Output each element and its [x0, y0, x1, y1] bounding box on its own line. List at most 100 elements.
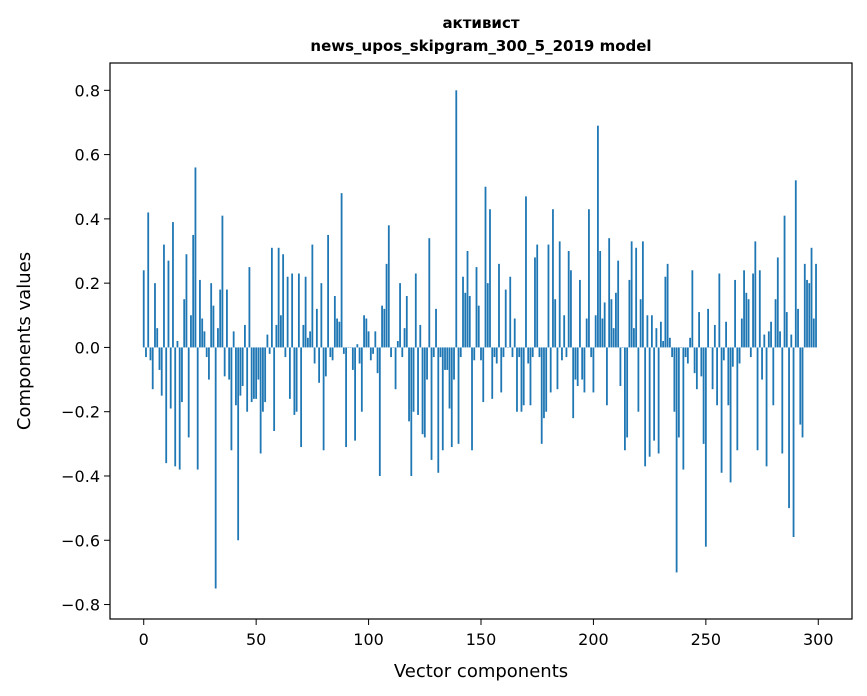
bar	[495, 347, 498, 364]
bar	[354, 347, 356, 441]
bar	[147, 212, 150, 348]
bar	[342, 347, 345, 354]
bar	[214, 347, 217, 589]
bar	[504, 289, 507, 348]
bar	[520, 347, 523, 412]
bar	[464, 292, 467, 348]
bar	[790, 334, 793, 348]
bar	[322, 347, 325, 451]
bar	[540, 347, 543, 444]
bar	[163, 244, 165, 348]
bar	[477, 305, 480, 348]
bar	[340, 193, 343, 348]
bar	[718, 273, 721, 348]
bar	[176, 341, 179, 348]
bar	[682, 347, 685, 470]
bar	[358, 347, 361, 364]
bar	[378, 347, 381, 476]
bar	[304, 276, 307, 348]
bar	[244, 324, 246, 348]
x-tick-label: 150	[466, 630, 497, 649]
bar	[266, 334, 269, 348]
bar	[338, 321, 341, 348]
bar	[336, 318, 338, 348]
bar	[808, 283, 811, 348]
bar	[588, 209, 590, 348]
bar	[149, 347, 152, 361]
bar	[662, 341, 665, 348]
bar	[383, 308, 386, 348]
bar	[405, 296, 408, 348]
bar	[205, 347, 208, 358]
bar	[480, 347, 482, 361]
bar	[408, 347, 410, 422]
bar	[516, 347, 518, 412]
bar	[257, 347, 260, 380]
bar	[169, 347, 172, 409]
bar	[275, 324, 278, 348]
bar	[468, 296, 471, 348]
bar	[570, 270, 572, 348]
bar	[306, 337, 309, 348]
bar	[502, 347, 505, 358]
bar	[300, 347, 303, 448]
bar	[286, 276, 289, 348]
bar	[432, 347, 435, 358]
bar	[635, 247, 638, 348]
bar	[729, 347, 732, 483]
y-axis-label: Components values	[14, 252, 35, 430]
bar	[657, 347, 660, 454]
bar	[412, 347, 415, 412]
bar	[372, 347, 374, 354]
y-tick-label: 0.0	[75, 338, 100, 357]
x-tick-label: 200	[578, 630, 609, 649]
bar	[473, 347, 476, 361]
bar	[426, 347, 428, 380]
bar	[367, 331, 370, 348]
bar	[758, 270, 761, 348]
bar	[770, 321, 772, 348]
bar	[549, 347, 552, 393]
bar	[765, 347, 768, 467]
y-tick-label: 0.8	[75, 81, 100, 100]
bar	[698, 312, 700, 348]
bar	[178, 347, 181, 470]
bar	[743, 270, 745, 348]
y-tick-label: −0.4	[61, 467, 100, 486]
bar	[444, 347, 446, 370]
bar	[356, 344, 359, 348]
bar	[792, 347, 795, 538]
bar	[241, 347, 244, 386]
bar	[666, 263, 669, 348]
bar	[318, 347, 321, 383]
bar	[475, 267, 478, 348]
bar	[489, 209, 491, 348]
bar	[327, 234, 329, 348]
bar	[437, 347, 440, 473]
bar	[534, 257, 536, 348]
bar	[466, 251, 469, 348]
bar	[239, 347, 242, 396]
bar	[329, 347, 332, 358]
bar	[181, 347, 183, 403]
bar	[282, 254, 285, 348]
bar	[403, 328, 406, 348]
bar	[650, 315, 653, 348]
bar	[545, 347, 548, 412]
bar	[675, 347, 678, 573]
bar	[185, 254, 188, 348]
bar	[779, 331, 781, 348]
bar	[428, 238, 431, 348]
plot-frame	[109, 62, 853, 620]
bar	[219, 289, 222, 348]
bar	[556, 347, 559, 390]
bar	[387, 225, 390, 348]
bar	[653, 347, 656, 441]
bar	[725, 321, 727, 348]
bar	[563, 315, 566, 348]
bar	[785, 312, 788, 348]
bar	[727, 347, 730, 406]
bar	[421, 347, 424, 435]
bar	[201, 318, 204, 348]
bar	[639, 299, 642, 348]
